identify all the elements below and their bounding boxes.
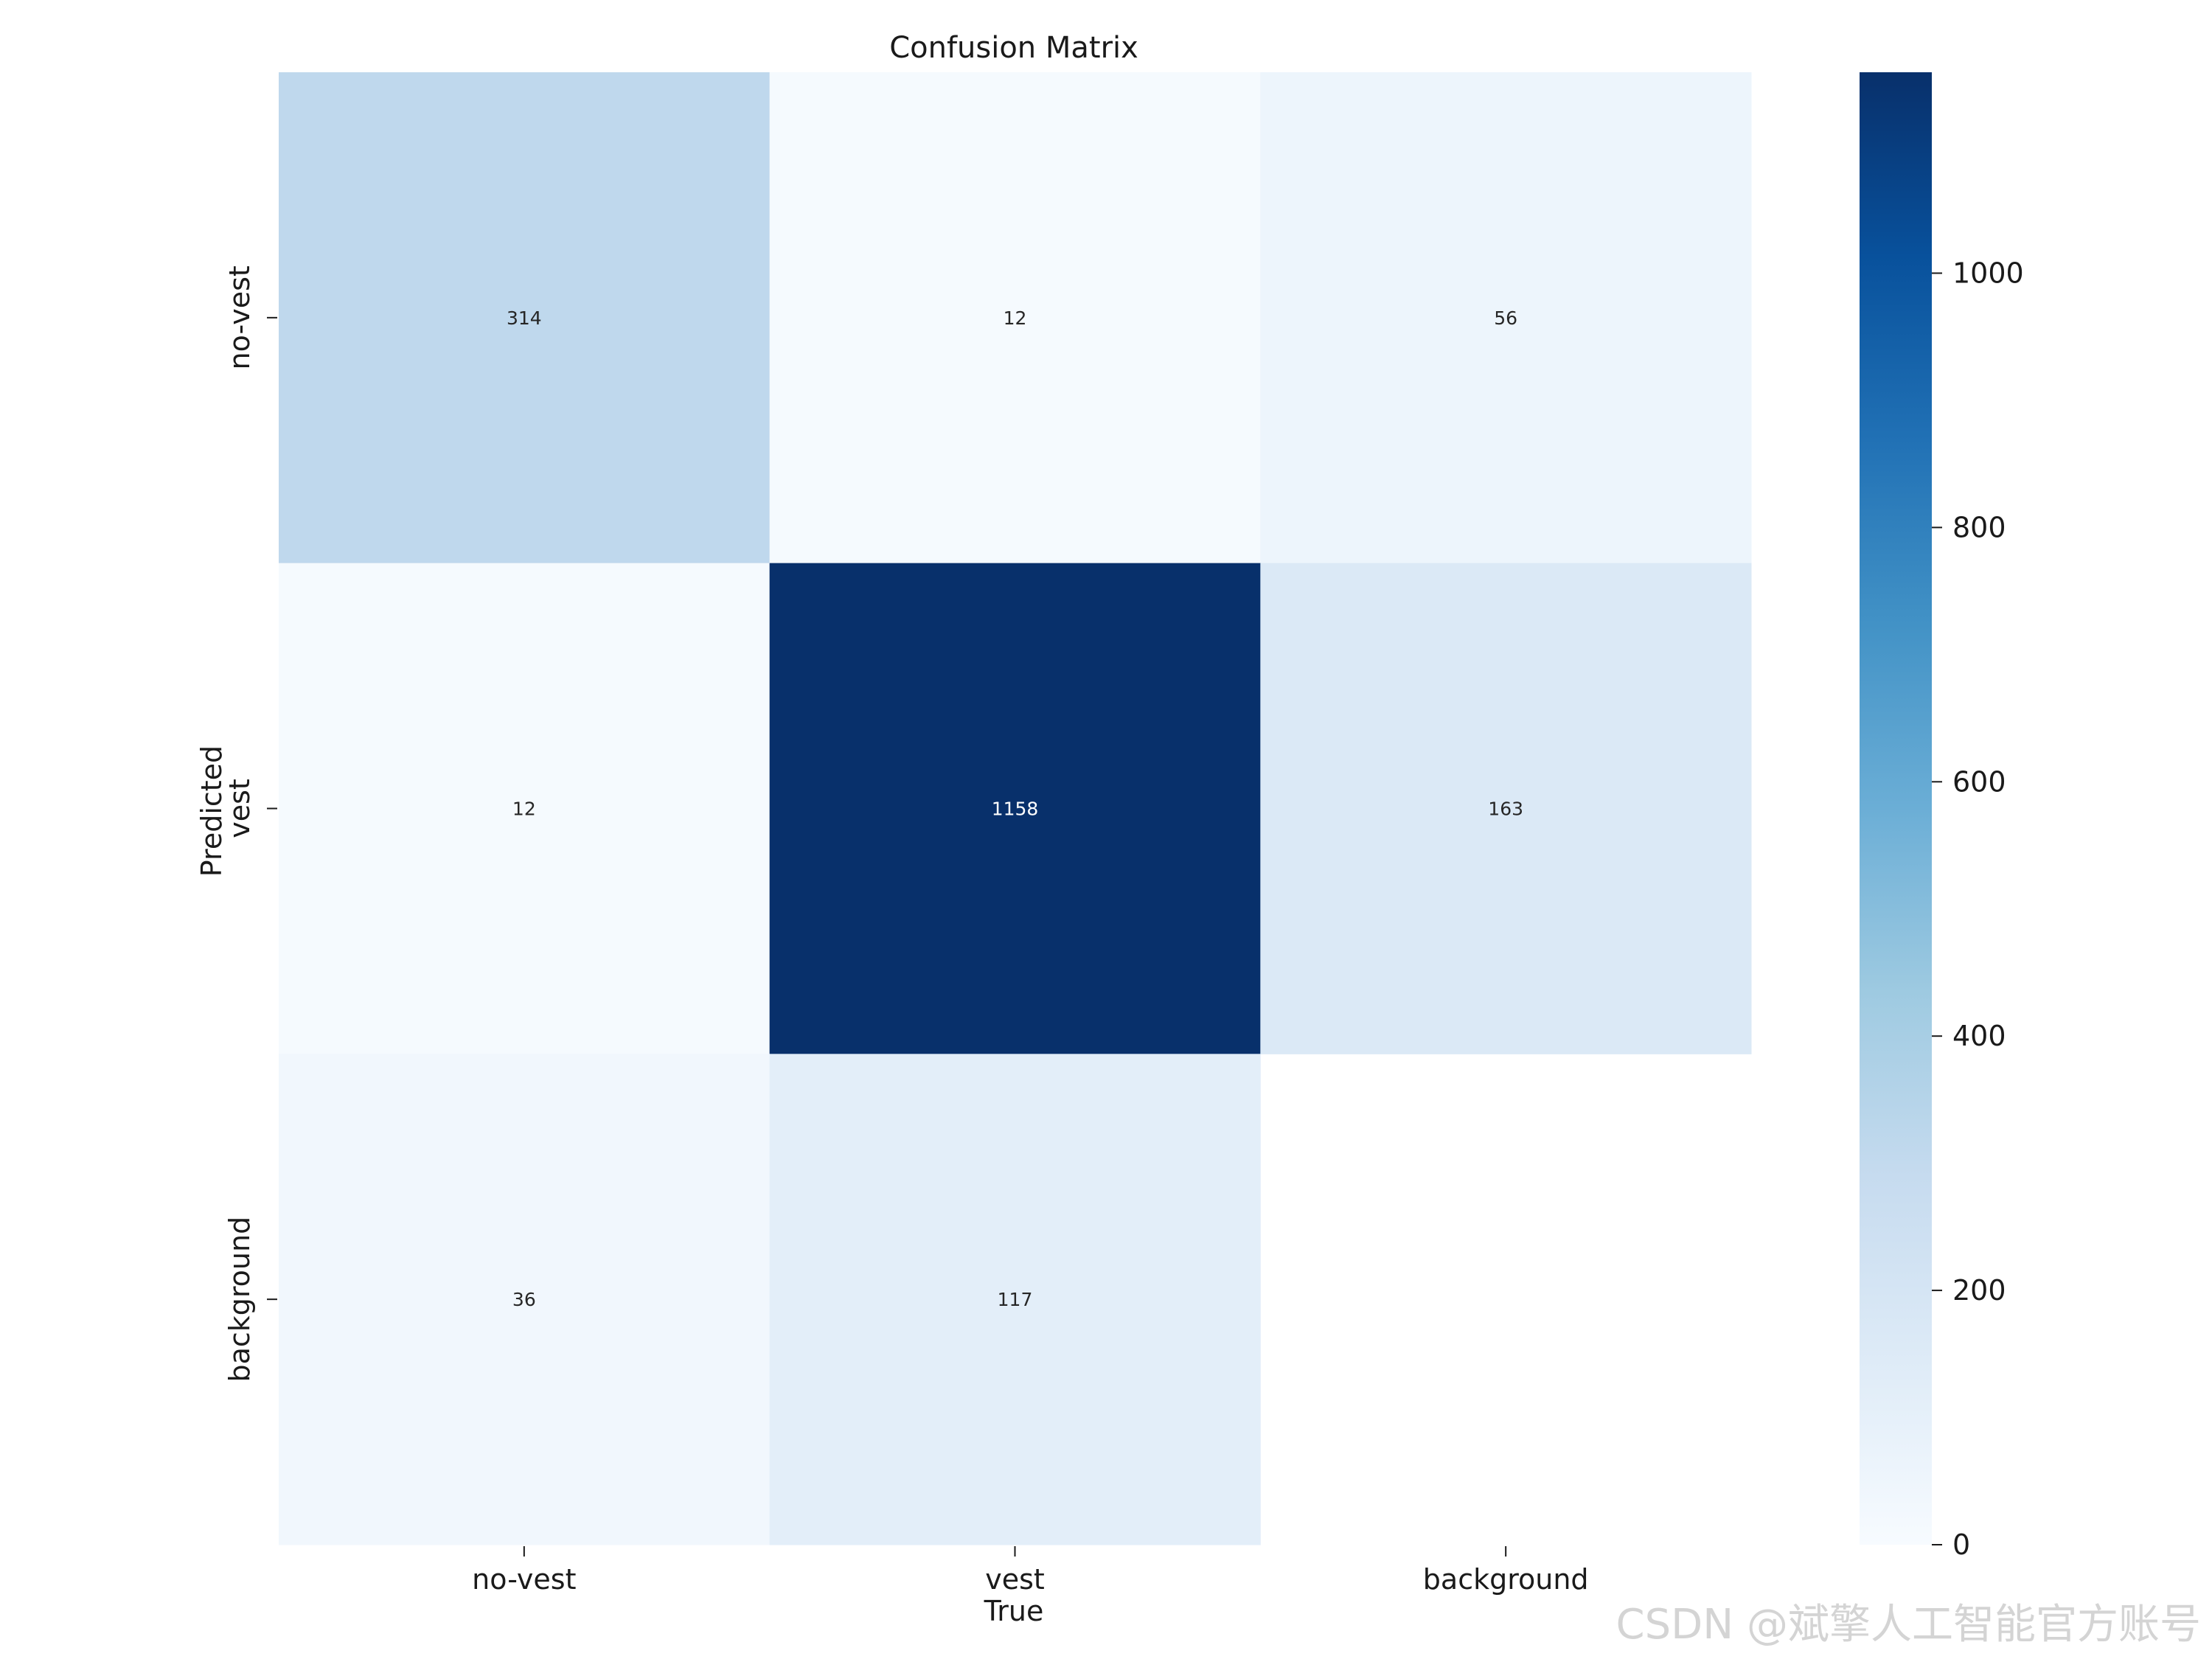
colorbar-tick-label: 200 — [1952, 1274, 2006, 1307]
heatmap-cell-label: 117 — [998, 1289, 1033, 1310]
y-tick-label: vest — [223, 779, 256, 838]
chart-title: Confusion Matrix — [889, 31, 1138, 65]
heatmap-cell-vest-no-vest — [279, 563, 771, 1054]
heatmap-cell-background-no-vest — [279, 1054, 771, 1545]
y-axis-ticks: no-vest vest background — [223, 265, 277, 1382]
heatmap-cells — [279, 72, 1752, 1545]
heatmap-cell-label: 12 — [1004, 307, 1027, 329]
colorbar-tick-label: 0 — [1952, 1528, 1970, 1561]
y-tick-label: no-vest — [223, 265, 256, 369]
colorbar-tick-label: 800 — [1952, 511, 2006, 543]
heatmap-cell-vest-background — [1260, 563, 1752, 1054]
x-tick-label: background — [1423, 1563, 1589, 1596]
heatmap-cell-label: 163 — [1488, 799, 1523, 820]
heatmap-cell-no-vest-background — [1260, 72, 1752, 564]
colorbar-tick-label: 1000 — [1952, 257, 2024, 289]
colorbar-ticks: 0 200 400 600 800 1000 — [1932, 257, 2024, 1561]
x-axis-label: True — [984, 1595, 1044, 1627]
heatmap-cell-label: 314 — [507, 307, 542, 329]
heatmap-cell-label: 36 — [512, 1289, 536, 1310]
heatmap-cell-no-vest-vest — [769, 72, 1261, 564]
heatmap-cell-vest-vest — [769, 563, 1261, 1054]
y-tick-label: background — [223, 1217, 256, 1382]
colorbar — [1860, 72, 1932, 1545]
x-tick-label: no-vest — [472, 1563, 576, 1596]
colorbar-tick-label: 400 — [1952, 1020, 2006, 1052]
x-tick-label: vest — [985, 1563, 1045, 1596]
heatmap-cell-label: 56 — [1494, 307, 1517, 329]
heatmap-cell-no-vest-no-vest — [279, 72, 771, 564]
watermark: CSDN @斌擎人工智能官方账号 — [1616, 1601, 2201, 1649]
heatmap-cell-labels: 314 12 56 12 1158 163 36 117 — [507, 307, 1523, 1310]
colorbar-tick-label: 600 — [1952, 765, 2006, 798]
heatmap-cell-label: 1158 — [992, 799, 1039, 820]
heatmap-cell-background-vest — [769, 1054, 1261, 1545]
y-axis-label: Predicted — [195, 745, 228, 877]
heatmap-cell-label: 12 — [512, 799, 536, 820]
x-axis-ticks: no-vest vest background — [472, 1546, 1589, 1596]
